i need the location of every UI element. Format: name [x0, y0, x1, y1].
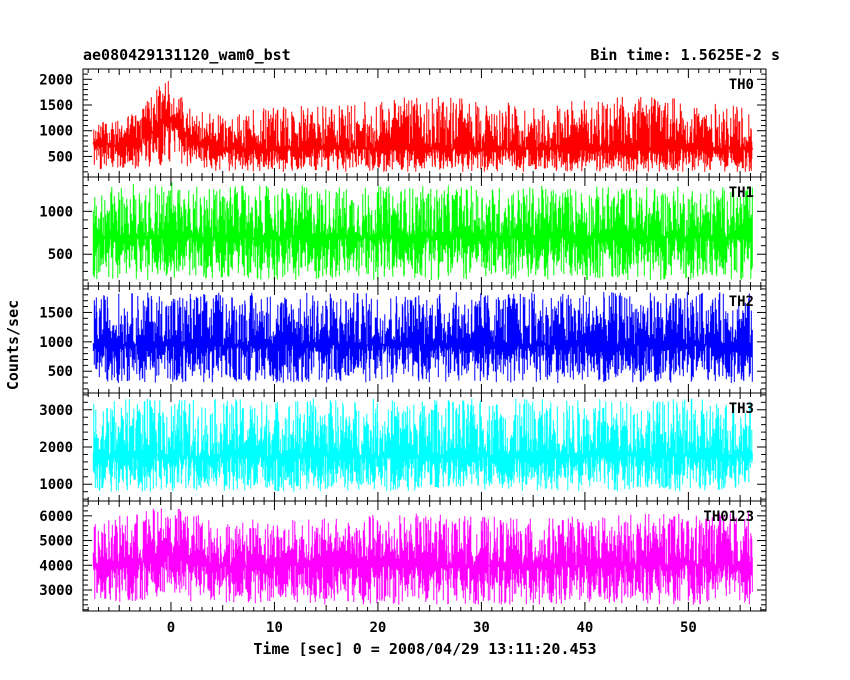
y-tick-label: 500	[48, 247, 73, 263]
chart-title: ae080429131120_wam0_bst	[83, 46, 291, 64]
panel-th0: 500 1000 1500 2000 TH0	[39, 68, 767, 178]
y-tick-label: 3000	[39, 403, 73, 419]
y-tick-label: 6000	[39, 509, 73, 525]
y-tick-label: 1000	[39, 204, 73, 220]
panel-label-th1: TH1	[729, 185, 754, 201]
series-line-th1	[92, 182, 753, 280]
y-tick-label: 2000	[39, 72, 73, 88]
y-tick-label: 500	[48, 149, 73, 165]
series-line-th0123	[92, 508, 753, 605]
y-tick-label: 2000	[39, 440, 73, 456]
series-line-th2	[92, 291, 753, 383]
panel-label-th0: TH0	[729, 77, 754, 93]
y-tick-label: 1000	[39, 477, 73, 493]
panel-label-th0123: TH0123	[703, 509, 754, 525]
panel-th3: 1000 2000 3000 TH3	[39, 392, 767, 502]
x-tick-label: 50	[680, 620, 697, 636]
x-tick-label: 40	[576, 620, 593, 636]
series-line-th0	[92, 81, 753, 172]
y-tick-label: 500	[48, 364, 73, 380]
panel-th0123: 3000 4000 5000 6000 TH0123	[39, 500, 767, 612]
y-tick-label: 1000	[39, 124, 73, 140]
y-tick-label: 1500	[39, 98, 73, 114]
bin-time-label: Bin time: 1.5625E-2 s	[590, 46, 780, 64]
x-axis-title: Time [sec] 0 = 2008/04/29 13:11:20.453	[253, 640, 596, 658]
x-tick-label: 10	[266, 620, 283, 636]
panel-th2: 500 1000 1500 TH2	[39, 285, 767, 394]
y-tick-label: 3000	[39, 583, 73, 599]
panel-label-th3: TH3	[729, 401, 754, 417]
y-tick-label: 4000	[39, 558, 73, 574]
panel-th1: 500 1000 TH1	[39, 176, 767, 287]
x-tick-label: 30	[473, 620, 490, 636]
panel-label-th2: TH2	[729, 294, 754, 310]
series-line-th3	[92, 398, 753, 492]
y-tick-label: 1000	[39, 335, 73, 351]
y-tick-label: 5000	[39, 534, 73, 550]
x-tick-labels: 0 10 20 30 40 50	[167, 620, 697, 636]
x-tick-label: 0	[167, 620, 175, 636]
x-tick-label: 20	[370, 620, 387, 636]
y-axis-title: Counts/sec	[4, 300, 22, 390]
panel-frame	[82, 500, 767, 612]
y-tick-label: 1500	[39, 305, 73, 321]
